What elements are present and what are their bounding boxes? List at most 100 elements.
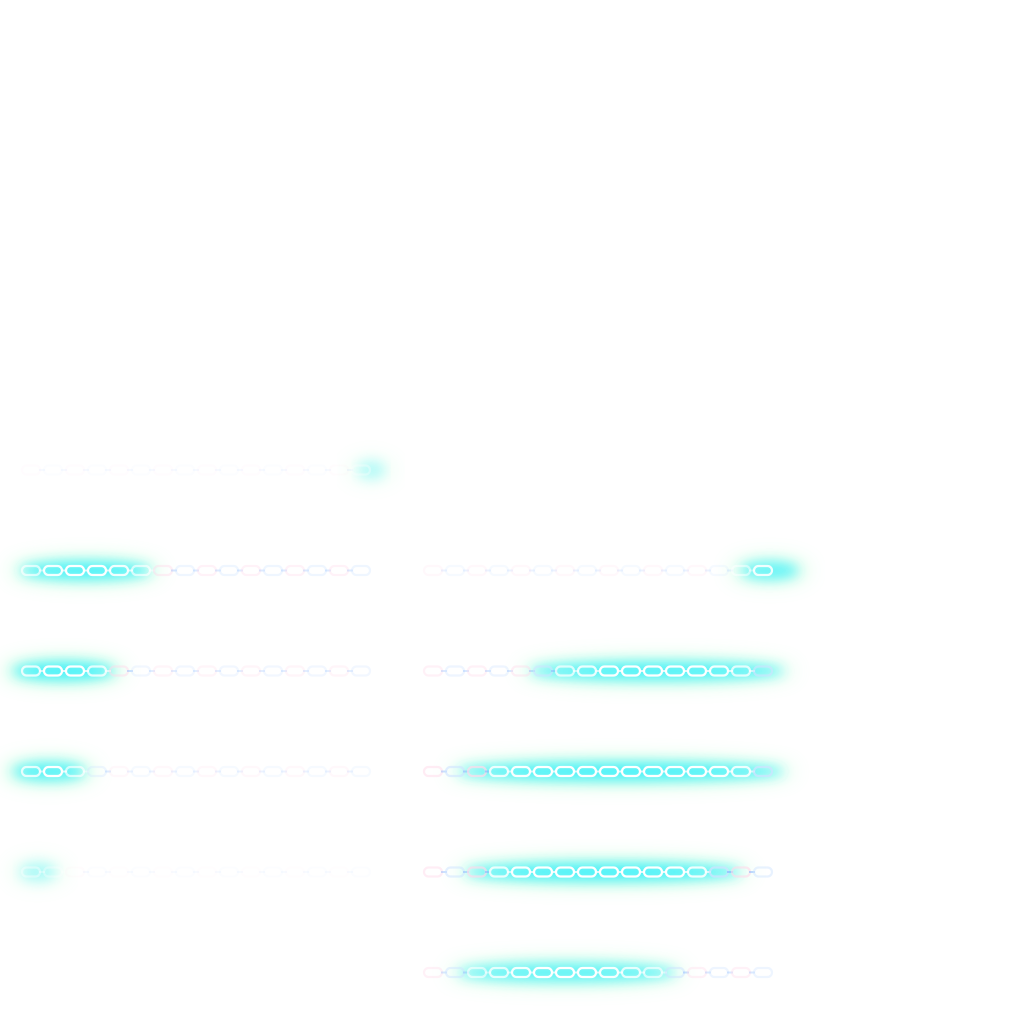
chain-link bbox=[174, 866, 196, 878]
chain-link bbox=[350, 665, 372, 677]
chain-link bbox=[686, 966, 708, 979]
chain-link bbox=[240, 866, 262, 878]
chain-link bbox=[328, 564, 350, 577]
chain-link bbox=[708, 966, 730, 979]
chain-link bbox=[262, 564, 284, 577]
chain-link bbox=[488, 564, 510, 577]
chain-link bbox=[218, 665, 240, 677]
chain-link bbox=[422, 564, 444, 577]
chain-link bbox=[196, 866, 218, 878]
chain-link bbox=[42, 866, 64, 878]
glow-core bbox=[12, 762, 86, 781]
chain-frame bbox=[422, 860, 774, 884]
chain-link bbox=[328, 866, 350, 878]
chain-link bbox=[262, 765, 284, 778]
chain-link bbox=[262, 866, 284, 878]
chain-link bbox=[444, 665, 466, 677]
chain-link bbox=[86, 765, 108, 778]
chain-link bbox=[130, 765, 152, 778]
chain-link bbox=[86, 464, 108, 476]
chain-frame bbox=[2, 759, 372, 784]
chain-frame bbox=[422, 659, 794, 683]
chain-link bbox=[730, 966, 752, 979]
glow-core bbox=[740, 561, 799, 580]
chain-link bbox=[642, 564, 664, 577]
chain-link bbox=[422, 765, 444, 778]
chain-link bbox=[108, 464, 130, 476]
chain-link bbox=[350, 564, 372, 577]
chain-link bbox=[730, 866, 752, 878]
chain-link bbox=[466, 665, 488, 677]
glow-core bbox=[19, 863, 57, 881]
glow-core bbox=[458, 963, 676, 982]
chain-link bbox=[328, 765, 350, 778]
chain-link bbox=[86, 866, 108, 878]
glow-core bbox=[465, 863, 741, 881]
chain-link bbox=[752, 564, 774, 577]
chain-link bbox=[752, 966, 774, 979]
chain-frame bbox=[422, 558, 809, 583]
chain-link bbox=[350, 765, 372, 778]
chain-link bbox=[598, 564, 620, 577]
chain-link bbox=[240, 464, 262, 476]
chain-link bbox=[240, 765, 262, 778]
chain-link bbox=[510, 665, 532, 677]
chain-link bbox=[422, 866, 444, 878]
chain-link bbox=[284, 464, 306, 476]
chain-link bbox=[218, 765, 240, 778]
chain-link bbox=[152, 866, 174, 878]
chain-frame bbox=[10, 558, 372, 583]
chain-link bbox=[262, 665, 284, 677]
chain-link bbox=[20, 464, 42, 476]
chain-link bbox=[532, 665, 554, 677]
chain-link bbox=[20, 866, 42, 878]
chain-link bbox=[444, 564, 466, 577]
chain-link bbox=[152, 464, 174, 476]
chain-link bbox=[422, 665, 444, 677]
chain-link bbox=[174, 464, 196, 476]
chain-link bbox=[466, 564, 488, 577]
chain-link bbox=[752, 665, 774, 677]
chain-link bbox=[576, 564, 598, 577]
chain-link bbox=[108, 765, 130, 778]
chain-link bbox=[752, 765, 774, 778]
chain-link bbox=[664, 966, 686, 979]
chain-link bbox=[64, 866, 86, 878]
chain-frame bbox=[9, 860, 372, 884]
chain-link bbox=[488, 665, 510, 677]
chain-link bbox=[284, 866, 306, 878]
chain-link bbox=[174, 765, 196, 778]
chain-link bbox=[218, 464, 240, 476]
glow-core bbox=[530, 662, 784, 680]
chain-link bbox=[730, 564, 752, 577]
chain-link bbox=[108, 866, 130, 878]
chain-link bbox=[444, 765, 466, 778]
chain-link bbox=[422, 966, 444, 979]
chain-link bbox=[42, 464, 64, 476]
chain-link bbox=[152, 564, 174, 577]
chain-link bbox=[620, 564, 642, 577]
chain-link bbox=[240, 564, 262, 577]
chain-link bbox=[328, 464, 350, 476]
left-column bbox=[2, 458, 396, 884]
chain-link bbox=[306, 665, 328, 677]
chain-link bbox=[752, 866, 774, 878]
chain-link bbox=[196, 665, 218, 677]
right-column bbox=[422, 558, 809, 985]
chain-link bbox=[284, 665, 306, 677]
chain-link bbox=[218, 564, 240, 577]
chain-link bbox=[284, 564, 306, 577]
chain-link bbox=[532, 564, 554, 577]
chain-frame bbox=[422, 960, 774, 985]
chain-link bbox=[284, 765, 306, 778]
chain-link bbox=[196, 765, 218, 778]
chain-link bbox=[350, 464, 372, 476]
chain-link bbox=[554, 564, 576, 577]
chain-link bbox=[664, 564, 686, 577]
chain-frame bbox=[2, 659, 372, 683]
chain-link bbox=[174, 665, 196, 677]
chain-link bbox=[130, 665, 152, 677]
chain-link bbox=[262, 464, 284, 476]
chain-link bbox=[306, 564, 328, 577]
